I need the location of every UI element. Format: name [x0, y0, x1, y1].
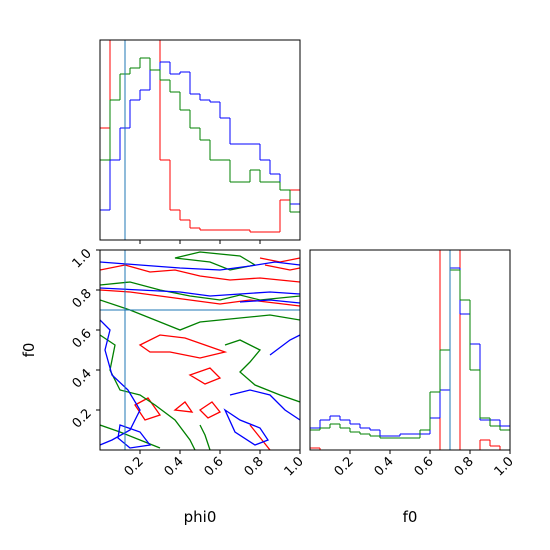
y-tick-label: 0.2	[70, 406, 95, 431]
x-tick-label: 0.6	[202, 454, 227, 479]
panel-frame	[309, 249, 511, 451]
x-tick-label: 0.4	[162, 454, 187, 479]
y-axis-label: f0	[20, 343, 38, 358]
contour	[138, 334, 228, 359]
x-tick-label: 0.8	[452, 454, 477, 479]
contour	[134, 367, 222, 421]
contour	[117, 334, 300, 449]
x-axis-label: f0	[403, 508, 418, 526]
contour	[100, 281, 300, 301]
y-tick-label: 1.0	[70, 246, 95, 271]
plot-area	[310, 250, 510, 450]
x-axis-label: phi0	[184, 508, 217, 526]
x-tick-label: 0.2	[122, 454, 147, 479]
contour	[100, 261, 300, 271]
contour	[100, 334, 196, 450]
x-tick-label: 0.6	[412, 454, 437, 479]
x-tick-label: 0.4	[372, 454, 397, 479]
x-tick-label: 1.0	[282, 454, 307, 479]
contour	[100, 299, 300, 331]
panel-frame	[99, 249, 301, 451]
y-tick-label: 0.4	[70, 366, 95, 391]
contour	[223, 389, 300, 446]
y-tick-label: 0.6	[70, 326, 95, 351]
x-tick-label: 1.0	[492, 454, 517, 479]
plot-area	[100, 250, 300, 450]
panel-frame	[99, 39, 301, 241]
x-tick-label: 0.8	[242, 454, 267, 479]
contour	[100, 289, 300, 307]
contour	[100, 264, 300, 283]
contours	[100, 251, 300, 450]
contour	[100, 287, 300, 304]
x-tick-label: 0.2	[332, 454, 357, 479]
plot-area	[100, 40, 300, 240]
y-tick-label: 0.8	[70, 286, 95, 311]
